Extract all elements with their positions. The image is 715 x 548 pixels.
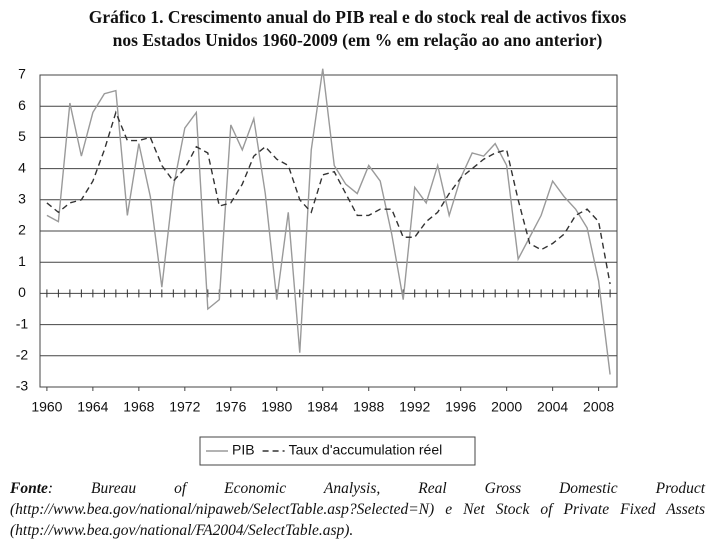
x-tick-label: 1980 [261, 399, 292, 415]
x-tick-label: 1960 [31, 399, 62, 415]
legend-box [199, 436, 476, 466]
y-tick-label: 6 [18, 97, 26, 113]
y-tick-label: 0 [18, 284, 26, 300]
y-tick-label: 7 [18, 66, 26, 82]
y-tick-label: -2 [16, 347, 29, 363]
y-tick-label: 3 [18, 191, 26, 207]
title-line: nos Estados Unidos 1960-2009 (em % em re… [112, 30, 603, 50]
legend-label: Taux d'accumulation réel [289, 442, 443, 458]
x-tick-label: 2008 [583, 399, 614, 415]
x-tick-label: 1968 [123, 399, 154, 415]
y-tick-label: 2 [18, 222, 26, 238]
source-label: Fonte [10, 480, 48, 497]
x-tick-label: 1988 [353, 399, 384, 415]
x-tick-label: 1964 [77, 399, 108, 415]
title-line: Gráfico 1. Crescimento anual do PIB real… [88, 7, 627, 27]
x-tick-label: 1972 [169, 399, 200, 415]
chart: -3 -2 -1 0 1 2 3 4 5 6 7 1960 1964 1968 1972 1976 1980 19… [16, 66, 618, 466]
source-text: : Bureau of Economic Analysis, Real Gros… [10, 480, 705, 539]
y-tick-label: -3 [16, 378, 29, 394]
chart-title: Gráfico 1. Crescimento anual do PIB real… [0, 6, 715, 52]
series-line [46, 110, 611, 285]
plot-frame [39, 74, 618, 388]
series-line [46, 68, 611, 375]
legend-label: PIB [232, 442, 255, 458]
x-tick-label: 1996 [445, 399, 476, 415]
y-tick-label: 4 [18, 159, 26, 175]
y-tick-label: -1 [16, 315, 29, 331]
x-tick-label: 2004 [537, 399, 568, 415]
x-tick-label: 2000 [491, 399, 522, 415]
x-tick-label: 1992 [399, 399, 430, 415]
x-tick-label: 1984 [307, 399, 338, 415]
y-tick-label: 1 [18, 253, 26, 269]
y-tick-label: 5 [18, 128, 26, 144]
source-note: Fonte: Bureau of Economic Analysis, Real… [10, 478, 705, 541]
x-tick-label: 1976 [215, 399, 246, 415]
